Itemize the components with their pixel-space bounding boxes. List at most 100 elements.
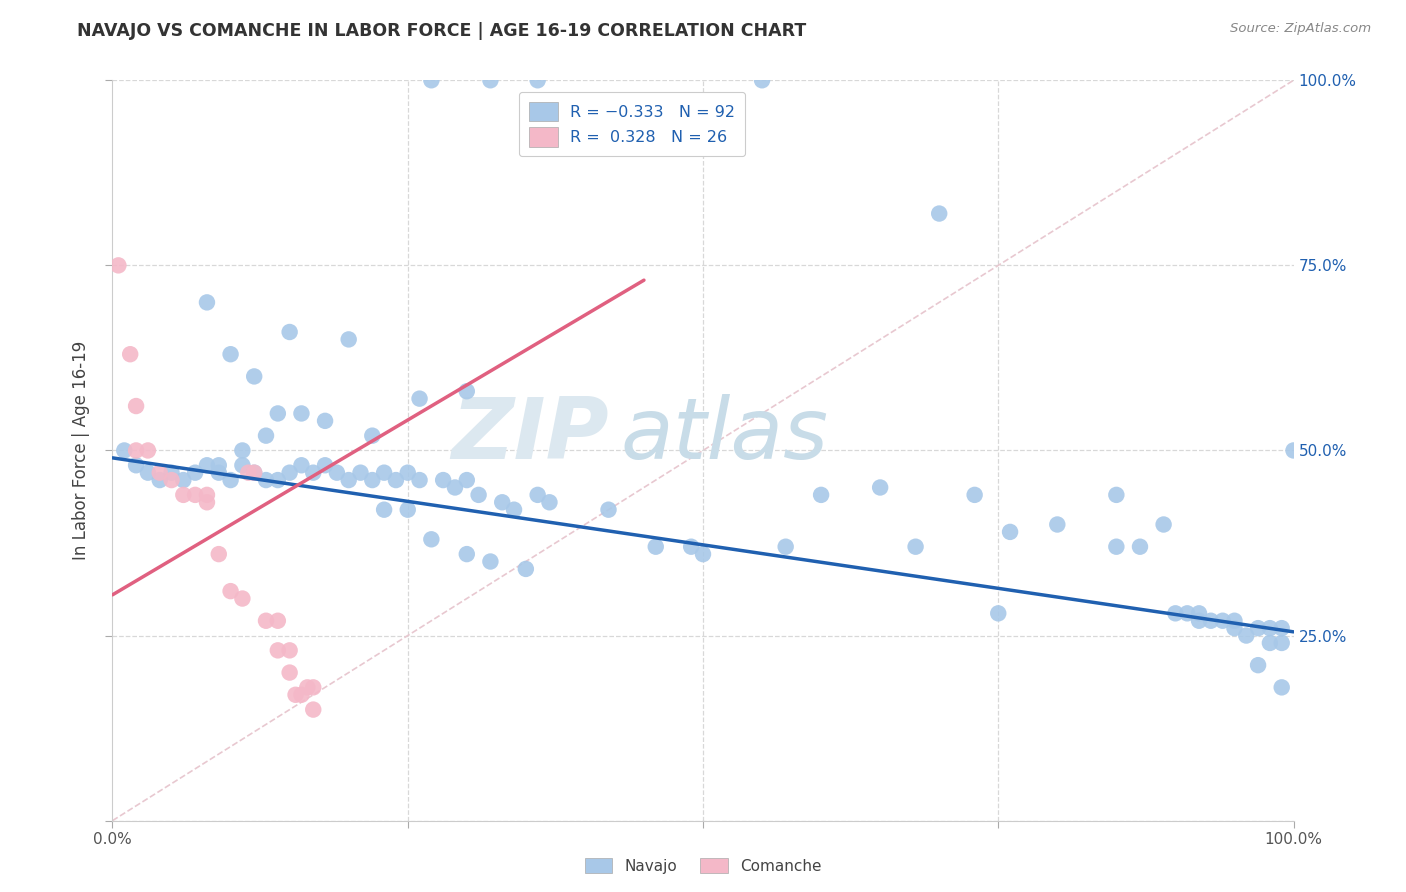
Point: [751, 73, 773, 87]
Point: [125, 399, 148, 413]
Point: [1105, 540, 1128, 554]
Point: [267, 614, 290, 628]
Text: NAVAJO VS COMANCHE IN LABOR FORCE | AGE 16-19 CORRELATION CHART: NAVAJO VS COMANCHE IN LABOR FORCE | AGE …: [77, 22, 807, 40]
Point: [278, 643, 301, 657]
Point: [467, 488, 489, 502]
Point: [538, 495, 561, 509]
Point: [1234, 628, 1257, 642]
Point: [172, 473, 194, 487]
Point: [337, 332, 360, 346]
Point: [136, 443, 159, 458]
Point: [195, 458, 218, 473]
Point: [491, 495, 513, 509]
Point: [1247, 621, 1270, 635]
Point: [195, 295, 218, 310]
Text: ZIP: ZIP: [451, 394, 609, 477]
Point: [125, 443, 148, 458]
Point: [290, 688, 312, 702]
Point: [290, 407, 312, 421]
Point: [598, 502, 620, 516]
Point: [208, 458, 231, 473]
Point: [1153, 517, 1175, 532]
Point: [1223, 614, 1246, 628]
Point: [396, 502, 419, 516]
Point: [1105, 488, 1128, 502]
Point: [112, 443, 135, 458]
Point: [775, 540, 797, 554]
Point: [963, 488, 986, 502]
Point: [479, 555, 502, 569]
Point: [231, 443, 253, 458]
Point: [408, 392, 430, 406]
Point: [278, 325, 301, 339]
Point: [928, 206, 950, 220]
Point: [420, 73, 443, 87]
Point: [136, 466, 159, 480]
Point: [456, 473, 478, 487]
Point: [231, 458, 253, 473]
Point: [238, 466, 260, 480]
Point: [361, 473, 384, 487]
Point: [254, 614, 277, 628]
Point: [373, 466, 395, 480]
Point: [432, 473, 454, 487]
Point: [254, 428, 277, 442]
Point: [243, 369, 266, 384]
Text: Source: ZipAtlas.com: Source: ZipAtlas.com: [1230, 22, 1371, 36]
Point: [1271, 681, 1294, 695]
Text: atlas: atlas: [620, 394, 828, 477]
Point: [869, 480, 891, 494]
Point: [172, 488, 194, 502]
Point: [1271, 621, 1294, 635]
Point: [314, 414, 336, 428]
Point: [644, 540, 666, 554]
Point: [987, 607, 1010, 621]
Y-axis label: In Labor Force | Age 16-19: In Labor Force | Age 16-19: [72, 341, 90, 560]
Point: [1046, 517, 1069, 532]
Point: [1188, 607, 1211, 621]
Point: [302, 466, 325, 480]
Point: [692, 547, 714, 561]
Point: [243, 466, 266, 480]
Point: [125, 458, 148, 473]
Point: [267, 473, 290, 487]
Point: [290, 458, 312, 473]
Point: [503, 502, 526, 516]
Point: [284, 688, 307, 702]
Point: [420, 533, 443, 547]
Point: [208, 547, 231, 561]
Point: [302, 681, 325, 695]
Legend: R = −0.333   N = 92, R =  0.328   N = 26: R = −0.333 N = 92, R = 0.328 N = 26: [519, 92, 745, 156]
Point: [349, 466, 371, 480]
Point: [184, 466, 207, 480]
Point: [195, 488, 218, 502]
Point: [526, 73, 548, 87]
Point: [160, 473, 183, 487]
Point: [1258, 621, 1281, 635]
Point: [302, 703, 325, 717]
Point: [219, 347, 242, 361]
Point: [408, 473, 430, 487]
Point: [1247, 658, 1270, 673]
Point: [243, 466, 266, 480]
Point: [515, 562, 537, 576]
Legend: Navajo, Comanche: Navajo, Comanche: [579, 852, 827, 880]
Point: [267, 407, 290, 421]
Point: [1282, 443, 1305, 458]
Point: [219, 473, 242, 487]
Point: [278, 665, 301, 680]
Point: [208, 466, 231, 480]
Point: [1258, 636, 1281, 650]
Point: [149, 466, 172, 480]
Point: [1271, 636, 1294, 650]
Point: [120, 347, 142, 361]
Point: [810, 488, 832, 502]
Point: [219, 584, 242, 599]
Point: [444, 480, 467, 494]
Point: [904, 540, 927, 554]
Point: [254, 473, 277, 487]
Point: [149, 473, 172, 487]
Point: [160, 466, 183, 480]
Point: [1188, 614, 1211, 628]
Point: [998, 524, 1021, 539]
